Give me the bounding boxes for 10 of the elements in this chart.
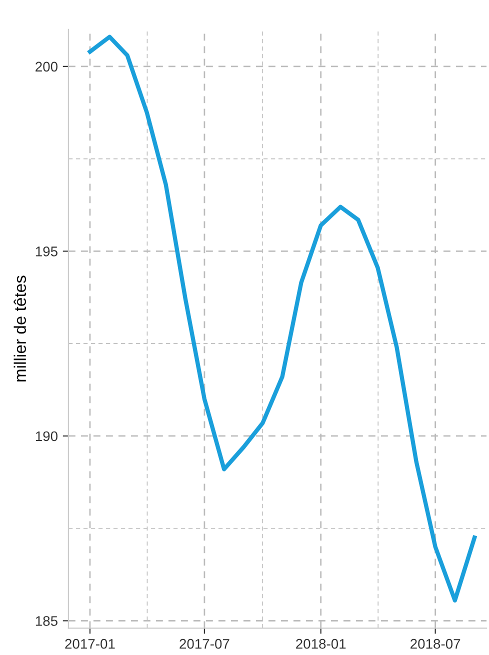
line-series — [88, 34, 477, 603]
y-tick-label: 200 — [36, 62, 58, 72]
x-tick-label: 2017-01 — [65, 638, 115, 649]
x-tick-label: 2017-07 — [180, 638, 230, 649]
x-tick-label: 2018-01 — [296, 638, 346, 649]
y-tick-label: 185 — [36, 616, 58, 626]
y-tick-label: 195 — [36, 246, 58, 256]
x-tick-label: 2018-07 — [410, 638, 460, 649]
y-tick-label: 190 — [36, 431, 58, 442]
y-axis-title: millier de têtes — [14, 276, 26, 382]
